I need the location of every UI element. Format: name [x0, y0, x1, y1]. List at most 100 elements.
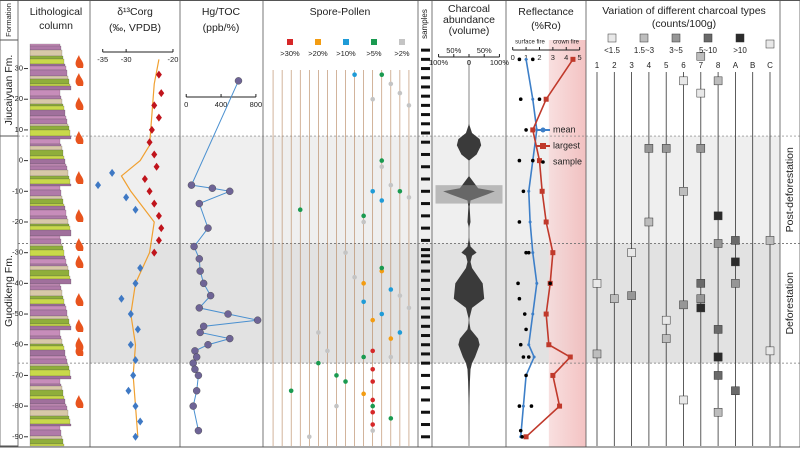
pollen-dot	[370, 397, 376, 403]
lithology-bed	[29, 45, 62, 51]
fire-icon	[75, 293, 84, 306]
diamond-point	[155, 113, 162, 122]
lithology-bed	[29, 203, 65, 207]
pollen-dot	[370, 428, 376, 433]
hg-point	[194, 371, 203, 380]
lithology-bed	[29, 165, 68, 171]
pollen-dot	[361, 299, 366, 305]
legend-label: <1.5	[604, 46, 620, 55]
diamond-point	[132, 205, 139, 214]
sample-bar	[421, 278, 430, 282]
type-label: 5	[664, 61, 669, 70]
legend-label: >10	[733, 46, 747, 55]
lithology-bed	[29, 303, 66, 307]
lithology-bed	[29, 183, 72, 187]
lithology-bed	[29, 218, 69, 225]
sample-point	[520, 434, 524, 439]
lithology-bed	[29, 195, 63, 200]
lithology-bed	[29, 403, 67, 407]
lithology-bed	[29, 95, 62, 100]
lithology-bed	[29, 138, 61, 145]
type-square	[661, 315, 671, 325]
diamond-point	[95, 181, 102, 190]
legend-swatch	[287, 39, 293, 45]
hg-point	[206, 291, 215, 300]
depth-tick-label: -80	[12, 401, 23, 410]
type-square	[731, 257, 740, 267]
largest-point	[543, 311, 549, 317]
lithology-bed	[29, 318, 70, 325]
lithology-bed	[29, 398, 66, 405]
type-square	[661, 144, 671, 153]
lithology-bed	[29, 265, 69, 271]
sample-point	[522, 312, 527, 316]
lithology-bed	[29, 163, 67, 167]
type-square	[713, 352, 723, 362]
sample-bar	[421, 334, 430, 338]
largest-point	[530, 127, 536, 133]
sample-bar	[421, 361, 430, 365]
lithology-bed	[29, 243, 63, 247]
panel-title: Hg/TOC	[202, 6, 241, 18]
largest-point	[546, 342, 552, 348]
violin-highlight	[435, 185, 503, 204]
mean-point	[527, 343, 531, 347]
trend-line	[120, 59, 160, 437]
x-tick-label: 0	[184, 100, 188, 109]
legend-swatch	[399, 39, 405, 45]
diamond-point	[153, 162, 160, 171]
depth-tick-label: -90	[12, 432, 23, 441]
pollen-dot	[370, 188, 376, 194]
type-label: 7	[699, 61, 704, 70]
type-square	[713, 371, 723, 380]
legend-label: 5~10	[699, 46, 718, 55]
hg-point	[199, 279, 208, 288]
diamond-point	[125, 386, 132, 395]
lithology-bed	[29, 383, 62, 387]
legend-label: >20%	[308, 49, 328, 58]
lithology-bed	[29, 178, 71, 185]
violin-half	[469, 44, 495, 446]
sample-point	[530, 57, 535, 62]
sample-bar	[421, 297, 430, 301]
type-square	[713, 211, 723, 221]
lithology-bed	[29, 369, 71, 377]
x-tick-label: 3	[551, 53, 555, 62]
lithology-bed	[29, 298, 65, 305]
lithology-bed	[29, 343, 64, 347]
pollen-dot	[379, 164, 385, 170]
lithology-bed	[29, 349, 66, 357]
depth-tick-label: 30	[15, 64, 23, 73]
diamond-point	[132, 402, 139, 411]
lithology-bed	[29, 225, 71, 231]
hg-point	[189, 402, 197, 410]
sample-point	[524, 373, 528, 378]
type-square	[731, 386, 740, 396]
fire-icon	[75, 55, 84, 68]
largest-point	[539, 188, 545, 194]
diamond-point	[109, 168, 116, 177]
pollen-dot	[352, 274, 357, 280]
panel-title: (counts/100g)	[652, 18, 716, 30]
mean-point	[535, 128, 539, 132]
lithology-bed	[29, 363, 69, 367]
sample-bar	[421, 57, 430, 61]
lithology-bed	[29, 283, 61, 287]
lithology-bed	[29, 109, 66, 117]
sample-bar	[421, 226, 430, 230]
lithology-bed	[29, 103, 64, 107]
mean-point	[531, 312, 535, 316]
lithology-bed	[29, 429, 62, 437]
hg-point	[195, 199, 203, 208]
pollen-dot	[388, 336, 394, 341]
lithology-bed	[29, 198, 64, 205]
depth-tick-label: -30	[12, 248, 23, 257]
lithology-bed	[29, 145, 63, 151]
sample-bar	[421, 94, 430, 98]
lithology-bed	[29, 425, 61, 431]
type-label: 3	[629, 61, 634, 70]
zone-band	[90, 243, 780, 364]
depth-tick-label: 10	[15, 125, 23, 134]
lithology-bed	[29, 83, 71, 87]
lithology-bed	[29, 129, 71, 137]
